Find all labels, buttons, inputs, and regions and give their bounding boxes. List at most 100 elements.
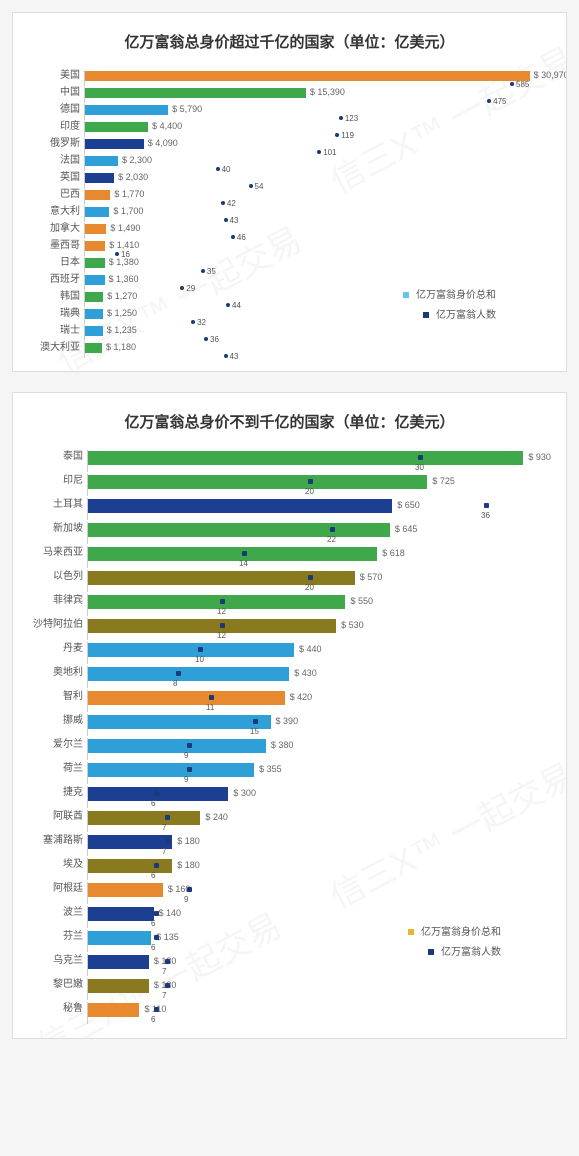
bar-track: $ 1806 (87, 858, 554, 880)
count-dot (165, 983, 170, 988)
bar-track: $ 1,18043 (84, 342, 554, 358)
count-dot (191, 320, 195, 324)
bar-track: $ 64522 (87, 522, 554, 544)
bar-value: $ 1,770 (114, 189, 144, 199)
count-label: 43 (230, 352, 239, 361)
bar-row: 智利$ 42011 (25, 690, 554, 712)
count-label: 12 (217, 631, 226, 640)
bar-value: $ 30,970 (534, 70, 567, 80)
legend-count: 亿万富翁人数 (428, 943, 501, 958)
country-label: 印尼 (25, 474, 87, 488)
count-label: 11 (206, 703, 214, 712)
count-dot (224, 354, 228, 358)
count-label: 9 (184, 751, 188, 760)
bar-value: $ 380 (271, 740, 294, 750)
bar (88, 835, 172, 849)
bar-row: 沙特阿拉伯$ 53012 (25, 618, 554, 640)
bar (88, 739, 266, 753)
country-label: 新加坡 (25, 522, 87, 536)
bar-row: 加拿大$ 1,49046 (25, 223, 554, 239)
country-label: 德国 (25, 104, 84, 116)
count-dot (187, 887, 192, 892)
bar (85, 258, 105, 268)
country-label: 意大利 (25, 206, 84, 218)
bar-row: 秘鲁$ 1106 (25, 1002, 554, 1024)
bar-row: 美国$ 30,970585 (25, 70, 554, 86)
bar-value: $ 618 (382, 548, 405, 558)
count-label: 14 (239, 559, 248, 568)
bar-row: 英国$ 2,03054 (25, 172, 554, 188)
count-label: 22 (327, 535, 336, 544)
count-dot (317, 150, 321, 154)
count-label: 6 (151, 871, 155, 880)
bar-value: $ 135 (156, 932, 179, 942)
legend-dot-wealth (408, 929, 414, 935)
country-label: 韩国 (25, 291, 84, 303)
count-label: 6 (151, 919, 155, 928)
bar-track: $ 2,30040 (84, 155, 554, 171)
legend-dot-wealth (403, 292, 409, 298)
bar-row: 德国$ 5,790123 (25, 104, 554, 120)
bar-value: $ 1,410 (109, 240, 139, 250)
bar (88, 475, 427, 489)
bar (85, 326, 103, 336)
bar-row: 马来西亚$ 61814 (25, 546, 554, 568)
country-label: 芬兰 (25, 930, 87, 944)
country-label: 巴西 (25, 189, 84, 201)
bar-track: $ 4,090101 (84, 138, 554, 154)
count-dot (216, 167, 220, 171)
bar-value: $ 140 (159, 908, 182, 918)
bar-value: $ 5,790 (172, 104, 202, 114)
bar-row: 新加坡$ 64522 (25, 522, 554, 544)
country-label: 澳大利亚 (25, 342, 84, 354)
bar-track: $ 1,41016 (84, 240, 554, 256)
country-label: 西班牙 (25, 274, 84, 286)
count-label: 6 (151, 1015, 155, 1024)
bar (88, 931, 151, 945)
count-dot (308, 479, 313, 484)
bar-track: $ 4308 (87, 666, 554, 688)
count-dot (115, 252, 119, 256)
bar (88, 691, 285, 705)
bar (85, 343, 102, 353)
bar-row: 印度$ 4,400119 (25, 121, 554, 137)
bar (88, 955, 149, 969)
country-label: 沙特阿拉伯 (25, 618, 87, 632)
bar-row: 塞浦路斯$ 1807 (25, 834, 554, 856)
count-label: 7 (162, 823, 166, 832)
bar-track: $ 1307 (87, 978, 554, 1000)
count-dot (249, 184, 253, 188)
count-label: 9 (184, 895, 188, 904)
country-label: 土耳其 (25, 498, 87, 512)
bar (88, 499, 392, 513)
bar-value: $ 440 (299, 644, 322, 654)
chart1-title: 亿万富翁总身价超过千亿的国家（单位：亿美元） (25, 31, 554, 52)
country-label: 瑞典 (25, 308, 84, 320)
bar-value: $ 550 (350, 596, 373, 606)
bar-value: $ 430 (294, 668, 317, 678)
bar-track: $ 1807 (87, 834, 554, 856)
bar-row: 埃及$ 1806 (25, 858, 554, 880)
count-dot (418, 455, 423, 460)
bar-value: $ 180 (177, 836, 200, 846)
bar-track: $ 1106 (87, 1002, 554, 1024)
country-label: 加拿大 (25, 223, 84, 235)
count-label: 20 (305, 487, 314, 496)
bar-value: $ 355 (259, 764, 282, 774)
bar-track: $ 1,70043 (84, 206, 554, 222)
bar-track: $ 1,49046 (84, 223, 554, 239)
count-dot (330, 527, 335, 532)
bar-row: 黎巴嫩$ 1307 (25, 978, 554, 1000)
count-dot (339, 116, 343, 120)
count-dot (154, 1007, 159, 1012)
bar-row: 阿根廷$ 1609 (25, 882, 554, 904)
count-dot (308, 575, 313, 580)
country-label: 阿联酋 (25, 810, 87, 824)
bar (85, 309, 103, 319)
bar (88, 571, 355, 585)
bar (88, 979, 149, 993)
bar-value: $ 300 (233, 788, 256, 798)
bar-track: $ 1,38035 (84, 257, 554, 273)
bar-track: $ 30,970585 (84, 70, 554, 86)
bar-track: $ 44010 (87, 642, 554, 664)
